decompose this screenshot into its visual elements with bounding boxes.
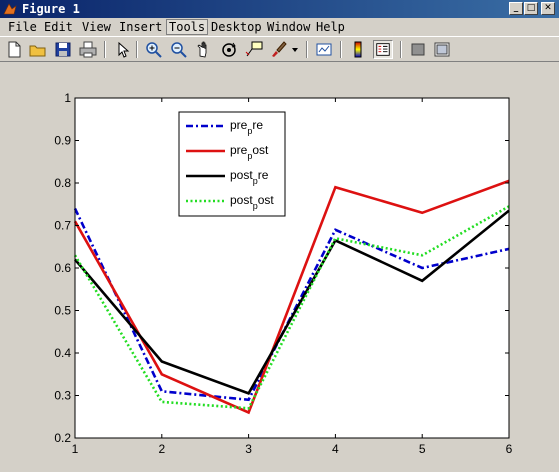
menu-insert[interactable]: Insert	[119, 20, 163, 34]
line-chart: 1 2 3 4 5 6 0.2 0.3 0.4 0.5 0.6 0.7 0.8 0.9 1 prepre pre…	[54, 91, 513, 456]
maximize-button[interactable]: □	[524, 2, 538, 15]
y-tick-label: 0.3	[54, 389, 71, 403]
plot-area	[75, 98, 509, 438]
x-tick-label: 5	[419, 442, 426, 456]
matlab-icon	[3, 3, 17, 15]
menu-window[interactable]: Window	[267, 20, 311, 34]
figure-canvas: 1 2 3 4 5 6 0.2 0.3 0.4 0.5 0.6 0.7 0.8 0.9 1 prepre pre…	[0, 62, 559, 468]
x-tick-label: 6	[506, 442, 513, 456]
pan-hand-icon[interactable]	[194, 40, 214, 59]
show-plot-tools-icon[interactable]	[432, 40, 452, 59]
x-tick-label: 4	[332, 442, 339, 456]
x-tick-label: 2	[158, 442, 165, 456]
data-cursor-icon[interactable]	[244, 40, 264, 59]
menu-tools[interactable]: Tools	[166, 19, 209, 35]
series-line-post-post	[73, 205, 510, 410]
minimize-button[interactable]: _	[509, 2, 523, 15]
toolbar-separator	[340, 41, 342, 58]
menu-edit[interactable]: Edit	[44, 20, 73, 34]
zoom-in-icon[interactable]	[144, 40, 164, 59]
new-file-icon[interactable]	[4, 40, 24, 59]
y-tick-label: 0.6	[54, 261, 71, 275]
open-folder-icon[interactable]	[28, 40, 48, 59]
menu-file[interactable]: File	[8, 20, 37, 34]
legend-label: postpre	[230, 168, 269, 186]
close-icon: ✕	[544, 3, 552, 13]
y-tick-label: 0.7	[54, 219, 71, 233]
select-arrow-icon[interactable]	[112, 40, 132, 59]
colorbar-icon[interactable]	[348, 40, 368, 59]
window-title-bar: Figure 1 _ □ ✕	[0, 0, 559, 18]
menu-help[interactable]: Help	[316, 20, 345, 34]
print-icon[interactable]	[78, 40, 98, 59]
legend-label: prepost	[230, 143, 269, 161]
toolbar-separator	[306, 41, 308, 58]
rotate-3d-icon[interactable]	[219, 40, 239, 59]
save-icon[interactable]	[53, 40, 73, 59]
y-tick-label: 1	[64, 91, 71, 105]
y-tick-label: 0.2	[54, 431, 71, 445]
figure-toolbar	[0, 36, 559, 62]
maximize-icon: □	[526, 3, 536, 13]
close-button[interactable]: ✕	[541, 2, 555, 15]
y-tick-label: 0.5	[54, 304, 71, 318]
hide-plot-tools-icon[interactable]	[408, 40, 428, 59]
x-tick-label: 3	[245, 442, 252, 456]
brush-icon[interactable]	[269, 40, 289, 59]
series-line-pre-post	[73, 179, 510, 415]
toolbar-separator	[136, 41, 138, 58]
toolbar-separator	[104, 41, 106, 58]
zoom-out-icon[interactable]	[169, 40, 189, 59]
minimize-icon: _	[513, 3, 519, 13]
legend-label: postpost	[230, 193, 274, 211]
legend-label: prepre	[230, 118, 263, 136]
link-plot-icon[interactable]	[314, 40, 334, 59]
window-title: Figure 1	[22, 2, 80, 16]
toolbar-separator	[400, 41, 402, 58]
menu-view[interactable]: View	[82, 20, 111, 34]
legend-box[interactable]	[178, 111, 286, 217]
menu-bar: File Edit View Insert Tools Desktop Wind…	[0, 18, 559, 36]
menu-desktop[interactable]: Desktop	[211, 20, 262, 34]
y-tick-label: 0.4	[54, 346, 71, 360]
y-tick-label: 0.8	[54, 176, 71, 190]
series-line-post-pre	[74, 209, 510, 396]
legend-icon[interactable]	[373, 40, 393, 59]
x-tick-label: 1	[72, 442, 79, 456]
y-tick-label: 0.9	[54, 134, 71, 148]
dropdown-arrow-icon[interactable]	[289, 40, 301, 59]
